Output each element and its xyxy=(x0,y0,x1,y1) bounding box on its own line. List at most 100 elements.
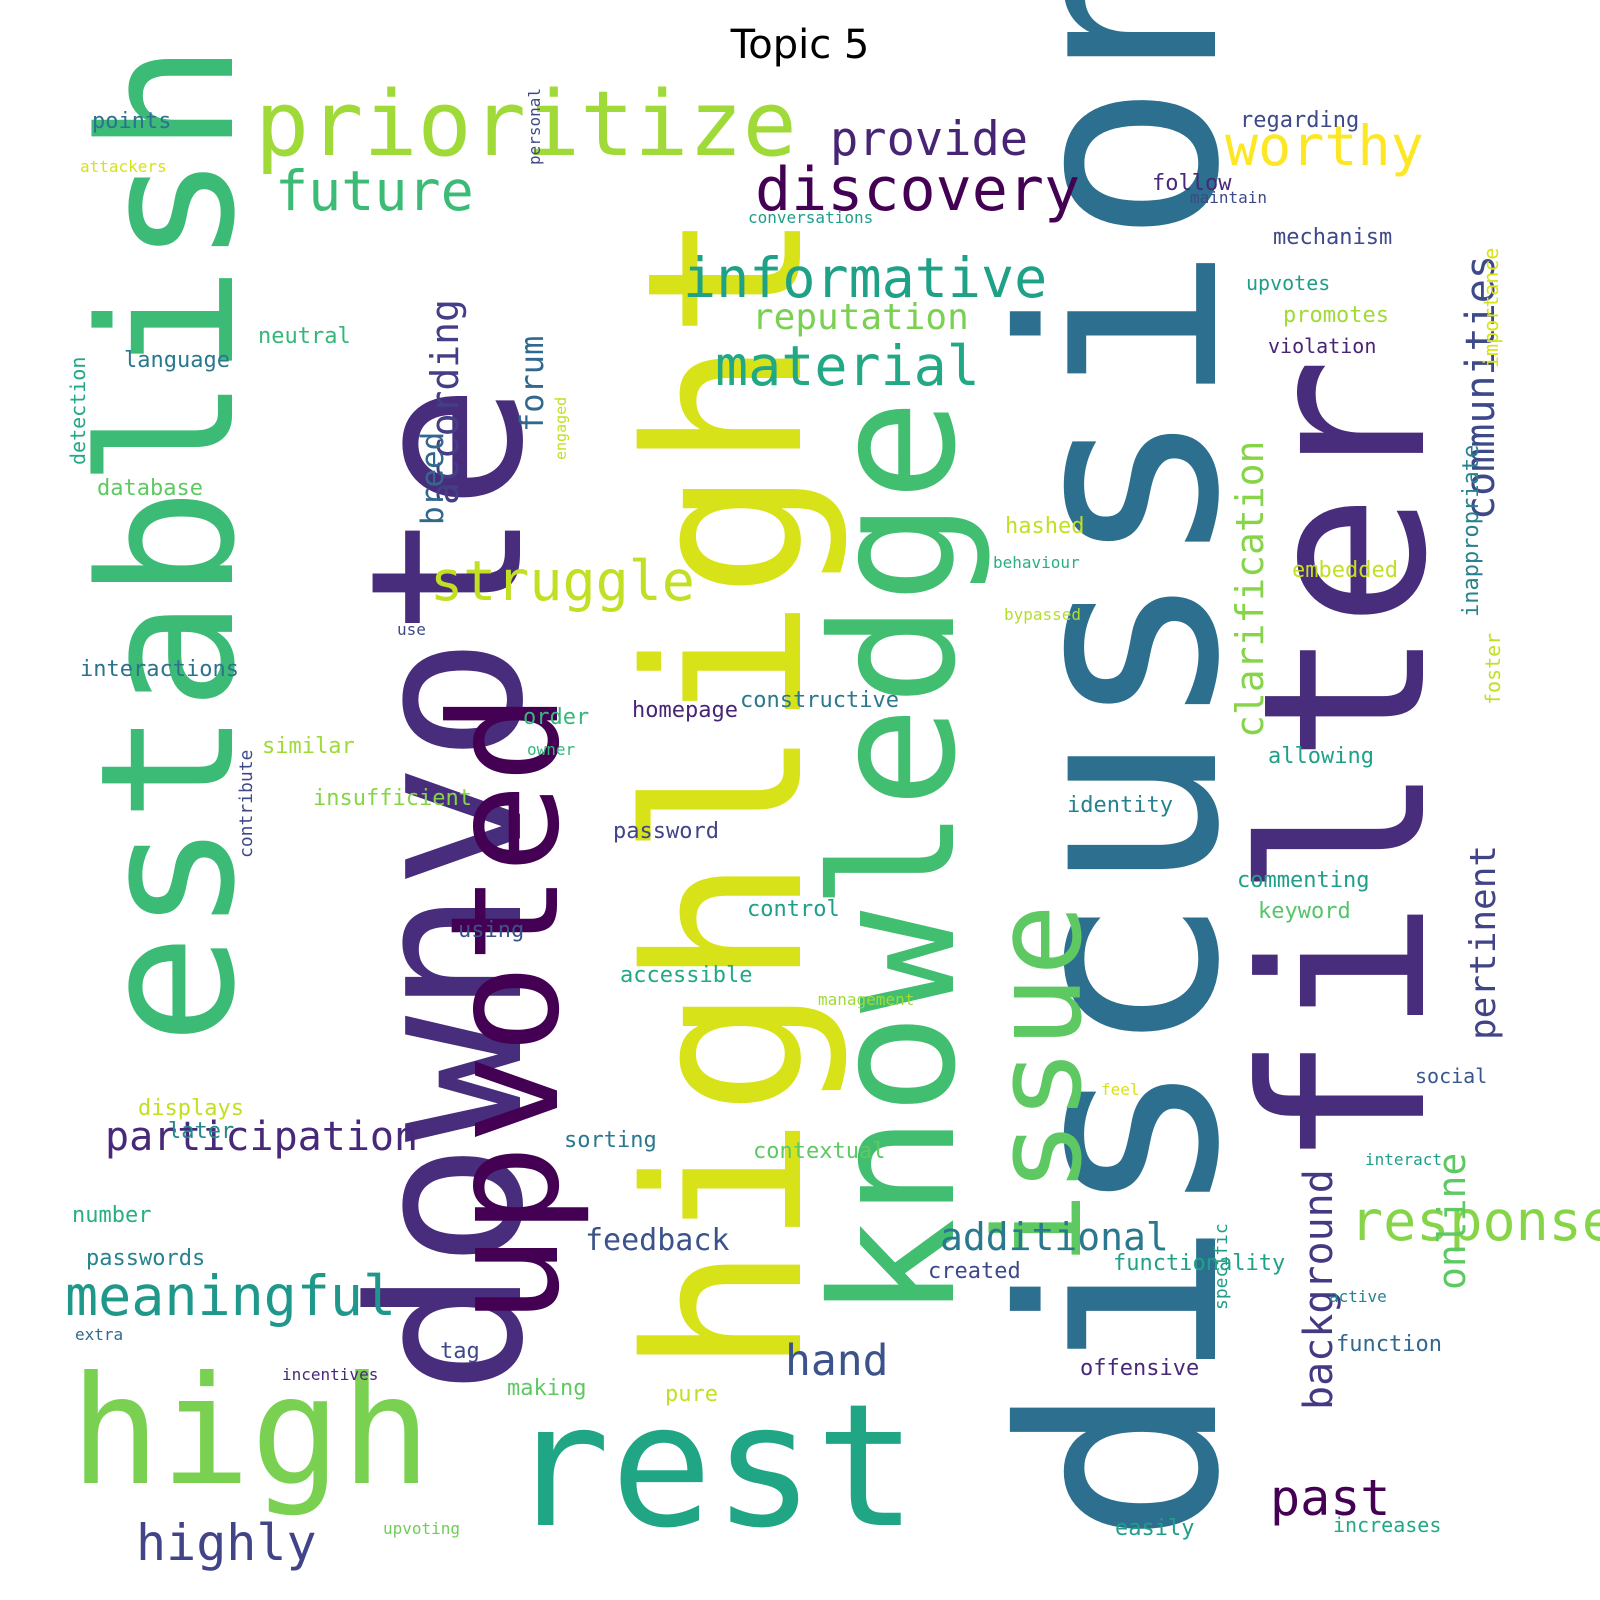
word-constructive: constructive xyxy=(740,688,899,713)
word-maintain: maintain xyxy=(1190,188,1267,207)
word-high: high xyxy=(70,1345,431,1519)
word-worthy: worthy xyxy=(1225,114,1424,178)
word-homepage: homepage xyxy=(632,698,738,723)
word-database: database xyxy=(97,476,203,501)
word-pure: pure xyxy=(665,1382,718,1407)
word-inappropriate: inappropriate xyxy=(1459,445,1484,617)
word-conversations: conversations xyxy=(748,208,873,227)
word-tag: tag xyxy=(440,1339,480,1364)
word-participation: participation xyxy=(105,1114,418,1160)
word-functionality: functionality xyxy=(1113,1251,1285,1276)
word-embedded: embedded xyxy=(1292,558,1398,583)
word-hashed: hashed xyxy=(1005,514,1084,539)
word-additional: additional xyxy=(940,1215,1169,1259)
word-prioritize: prioritize xyxy=(255,72,797,177)
word-contextual: contextual xyxy=(753,1139,885,1164)
word-personal: personal xyxy=(525,88,544,165)
word-material: material xyxy=(715,334,980,398)
word-keyword: keyword xyxy=(1258,899,1351,924)
word-meaningful: meaningful xyxy=(65,1264,396,1328)
word-later: later xyxy=(168,1119,234,1144)
word-detection: detection xyxy=(66,357,90,465)
word-function: function xyxy=(1336,1332,1442,1357)
word-clarification: clarification xyxy=(1228,441,1272,738)
word-active: active xyxy=(1329,1287,1387,1306)
word-establish: establish xyxy=(60,43,276,1045)
word-accessible: accessible xyxy=(620,963,752,988)
word-easily: easily xyxy=(1115,1516,1194,1541)
word-using: using xyxy=(458,918,524,943)
word-rest: rest xyxy=(508,1368,917,1566)
word-informative: informative xyxy=(683,246,1047,310)
word-passwords: passwords xyxy=(86,1246,205,1271)
word-number: number xyxy=(72,1203,151,1228)
word-social: social xyxy=(1415,1064,1487,1088)
word-engaged: engaged xyxy=(552,397,570,460)
word-background: background xyxy=(1296,1169,1342,1410)
word-discussion: discussion xyxy=(964,0,1279,1545)
word-highly: highly xyxy=(136,1514,317,1572)
word-according: according xyxy=(423,299,467,505)
word-bypassed: bypassed xyxy=(1004,605,1081,624)
word-feedback: feedback xyxy=(585,1223,730,1258)
word-filter: filter xyxy=(1215,357,1477,1170)
word-commenting: commenting xyxy=(1237,868,1369,893)
word-breed: breed xyxy=(415,432,451,525)
word-sorting: sorting xyxy=(564,1128,657,1153)
word-forum: forum xyxy=(513,336,551,432)
word-struggle: struggle xyxy=(430,549,695,613)
word-neutral: neutral xyxy=(258,324,351,349)
word-promotes: promotes xyxy=(1283,303,1389,328)
word-contribute: contribute xyxy=(236,750,257,858)
word-specific: specific xyxy=(1211,1223,1232,1310)
word-displays: displays xyxy=(138,1096,244,1121)
word-foster: foster xyxy=(1481,633,1505,705)
word-offensive: offensive xyxy=(1080,1356,1199,1381)
word-feel: feel xyxy=(1101,1080,1140,1099)
word-online: online xyxy=(1430,1153,1474,1290)
word-responses: responses xyxy=(1350,1189,1600,1253)
word-owner: owner xyxy=(527,740,576,759)
word-regarding: regarding xyxy=(1240,108,1359,133)
word-language: language xyxy=(124,348,230,373)
word-incentives: incentives xyxy=(282,1365,378,1384)
word-identity: identity xyxy=(1067,793,1173,818)
word-attackers: attackers xyxy=(80,157,167,176)
word-pertinent: pertinent xyxy=(1463,845,1504,1040)
word-similar: similar xyxy=(262,734,355,759)
word-use: use xyxy=(397,620,426,639)
word-upvoted: upvoted xyxy=(419,693,593,1325)
word-issue: issue xyxy=(970,904,1109,1265)
word-knowledge: knowledge xyxy=(796,399,994,1320)
word-highlight: highlight xyxy=(600,210,851,1375)
word-allowing: allowing xyxy=(1268,744,1374,769)
word-password: password xyxy=(613,819,719,844)
word-upvotes: upvotes xyxy=(1246,271,1330,295)
word-order: order xyxy=(523,705,589,730)
word-behaviour: behaviour xyxy=(993,553,1080,572)
word-past: past xyxy=(1270,1469,1390,1527)
word-reputation: reputation xyxy=(752,297,969,338)
word-interactions: interactions xyxy=(80,657,239,682)
word-points: points xyxy=(92,109,171,134)
word-upvoting: upvoting xyxy=(383,1519,460,1538)
word-mechanism: mechanism xyxy=(1273,225,1392,250)
word-increases: increases xyxy=(1333,1513,1441,1537)
word-control: control xyxy=(747,897,840,922)
word-downvote: downvote xyxy=(325,384,570,1395)
word-hand: hand xyxy=(785,1336,889,1386)
word-making: making xyxy=(507,1376,586,1401)
word-provide: provide xyxy=(830,112,1028,167)
word-management: management xyxy=(818,990,914,1009)
word-interact: interact xyxy=(1365,1150,1442,1169)
word-insufficient: insufficient xyxy=(313,786,472,811)
word-communities: communities xyxy=(1458,255,1504,520)
word-created: created xyxy=(928,1259,1021,1284)
word-violation: violation xyxy=(1268,334,1376,358)
word-discovery: discovery xyxy=(755,155,1080,225)
word-extra: extra xyxy=(75,1325,123,1344)
word-future: future xyxy=(275,159,474,223)
word-importance: importance xyxy=(1479,248,1503,368)
chart-title: Topic 5 xyxy=(730,22,870,68)
